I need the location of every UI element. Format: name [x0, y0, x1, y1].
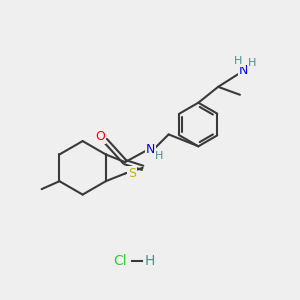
- Text: Cl: Cl: [113, 254, 127, 268]
- Text: N: N: [146, 143, 155, 156]
- Text: S: S: [128, 167, 136, 180]
- Text: O: O: [95, 130, 105, 143]
- Text: N: N: [239, 64, 249, 77]
- Text: H: H: [154, 151, 163, 161]
- Text: H: H: [248, 58, 256, 68]
- Text: H: H: [145, 254, 155, 268]
- Text: H: H: [234, 56, 242, 66]
